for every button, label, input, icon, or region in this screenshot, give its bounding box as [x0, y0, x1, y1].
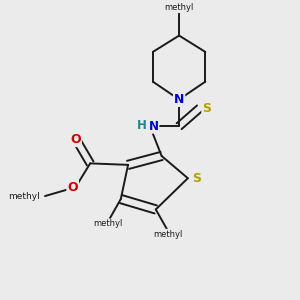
Text: N: N	[174, 93, 184, 106]
Text: S: S	[202, 102, 211, 115]
Text: N: N	[148, 120, 158, 133]
Text: O: O	[68, 181, 78, 194]
Text: O: O	[70, 133, 81, 146]
Text: methyl: methyl	[8, 192, 40, 201]
Text: methyl: methyl	[94, 219, 123, 228]
Text: methyl: methyl	[154, 230, 183, 238]
Text: methyl: methyl	[164, 3, 194, 12]
Text: S: S	[192, 172, 201, 185]
Text: H: H	[137, 118, 147, 131]
